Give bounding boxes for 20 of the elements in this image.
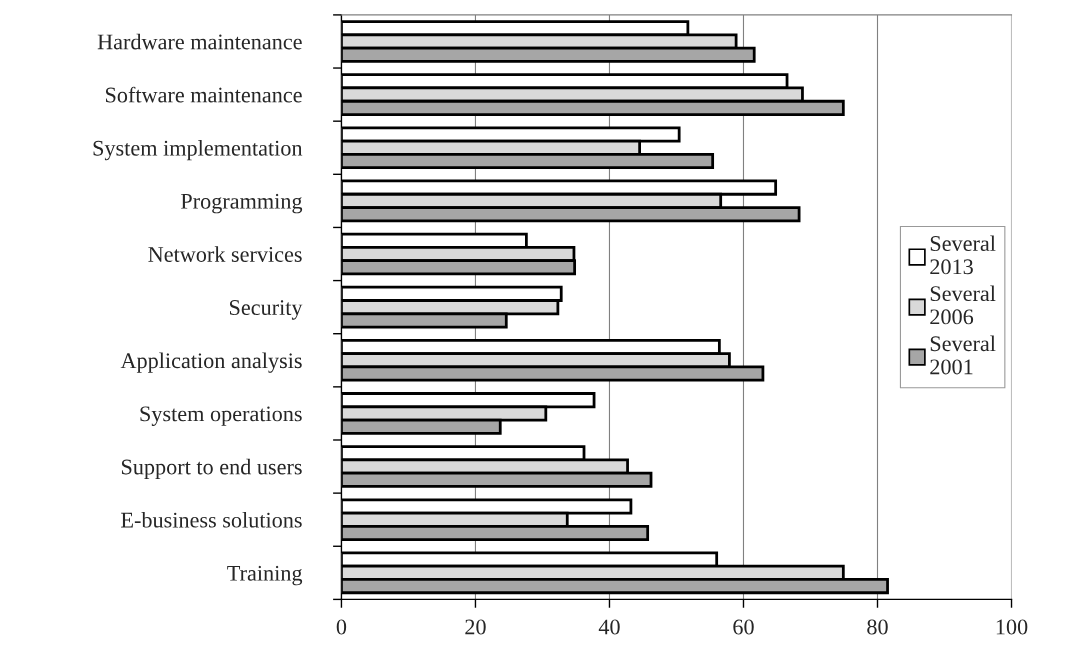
- y-tick-label: System operations: [140, 406, 302, 426]
- legend-label: Several 2013: [930, 235, 996, 275]
- legend-label: Several 2006: [930, 285, 996, 325]
- legend-label: Several 2001: [930, 335, 996, 375]
- x-tick-label: 80: [867, 619, 888, 635]
- y-tick-label: System implementation: [93, 140, 303, 161]
- y-tick-label: Support to end users: [121, 458, 302, 479]
- y-tick-label: Security: [229, 300, 303, 320]
- x-tick-label: 0: [336, 619, 347, 635]
- x-tick-label: 100: [996, 619, 1028, 635]
- y-tick-label: E-business solutions: [121, 511, 302, 528]
- x-tick-label: 20: [465, 619, 486, 635]
- y-tick-label: Software maintenance: [105, 86, 302, 103]
- x-tick-label: 40: [598, 619, 620, 635]
- y-tick-label: Hardware maintenance: [97, 33, 302, 50]
- y-tick-label: Application analysis: [120, 352, 302, 373]
- y-tick-label: Programming: [180, 193, 303, 214]
- y-tick-label: Network services: [148, 246, 302, 262]
- x-tick-label: 60: [733, 619, 754, 635]
- y-tick-label: Training: [227, 565, 303, 586]
